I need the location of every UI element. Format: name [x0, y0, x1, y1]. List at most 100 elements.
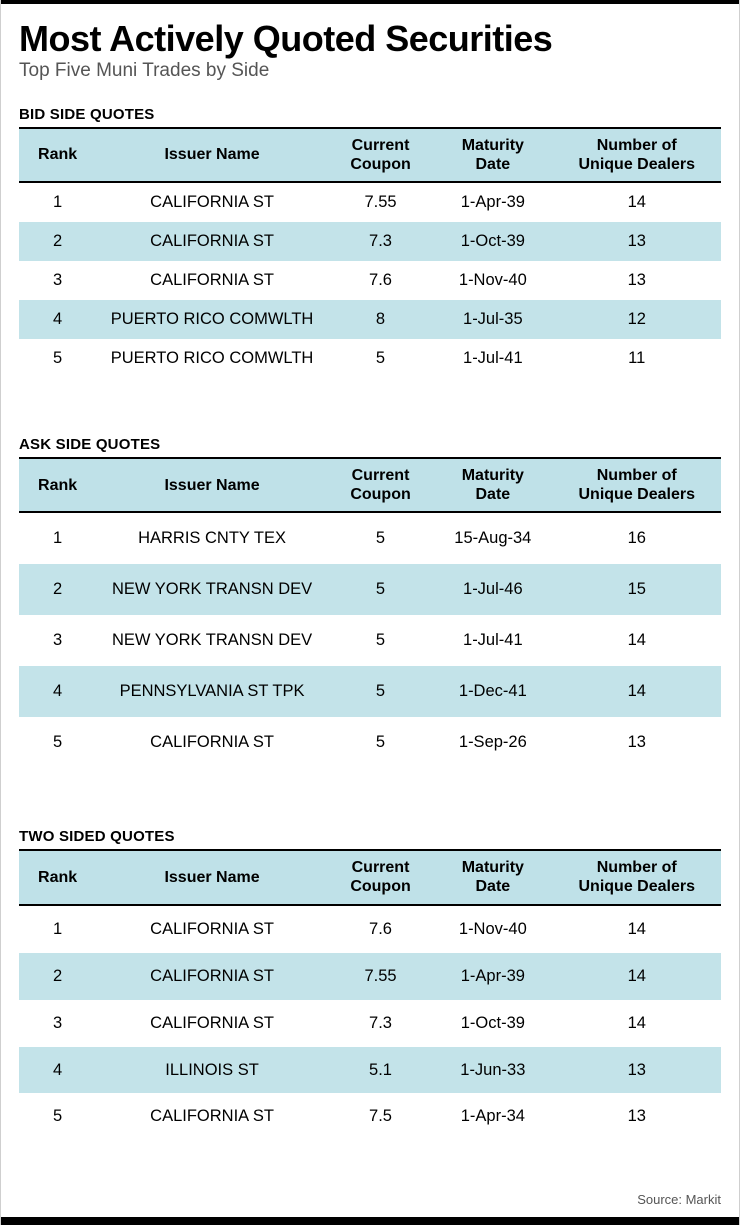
column-header-issuer: Issuer Name: [96, 849, 328, 906]
table-cell: 1-Jun-33: [460, 1060, 526, 1079]
header-row: Rank Issuer Name Current Coupon Maturity…: [19, 126, 721, 184]
table-cell: 1-Nov-40: [458, 271, 527, 290]
table-header: Rank Issuer Name Current Coupon Maturity…: [19, 457, 721, 514]
table-cell: 4: [53, 310, 63, 329]
table-cell: 14: [627, 682, 646, 701]
table-cell: 14: [627, 966, 646, 985]
table-cell: HARRIS CNTY TEX: [138, 529, 286, 548]
table-cell: CALIFORNIA ST: [150, 271, 274, 290]
table-cell: 8: [375, 310, 386, 329]
top-rule: [1, 0, 739, 4]
table-cell: 13: [627, 1107, 646, 1126]
table-cell: CALIFORNIA ST: [150, 919, 274, 938]
table-row: 3 NEW YORK TRANSN DEV 5 1-Jul-41 14: [19, 615, 721, 666]
table-row: 1 CALIFORNIA ST 7.6 1-Nov-40 14: [19, 905, 721, 953]
table-cell: 3: [53, 271, 63, 290]
page-title: Most Actively Quoted Securities: [19, 18, 553, 59]
table-cell: 1-Oct-39: [460, 1013, 525, 1032]
column-header-maturity: Maturity Date: [433, 126, 553, 184]
table-cell: CALIFORNIA ST: [150, 232, 274, 251]
table-cell: 5: [375, 349, 386, 368]
table-body: 1 CALIFORNIA ST 7.55 1-Apr-39 14 2 CALIFORNIA …: [19, 182, 721, 378]
column-header-rank: Rank: [19, 849, 97, 906]
table-cell: PUERTO RICO COMWLTH: [110, 310, 314, 329]
table-cell: 1-Jul-41: [463, 349, 523, 368]
table-cell: 12: [627, 310, 646, 329]
table-body: 1 CALIFORNIA ST 7.6 1-Nov-40 14 2 CALIFORNIA S…: [19, 905, 721, 1141]
column-header-coupon: Current Coupon: [327, 126, 434, 184]
header-row: Rank Issuer Name Current Coupon Maturity…: [19, 849, 721, 906]
table-cell: 1-Dec-41: [458, 682, 527, 701]
table-cell: 1: [53, 193, 63, 212]
table-cell: 15: [627, 580, 646, 599]
source-credit: Source: Markit: [637, 1192, 721, 1207]
table-cell: 1-Sep-26: [458, 733, 527, 752]
table-header: Rank Issuer Name Current Coupon Maturity…: [19, 849, 721, 906]
table-cell: 1-Apr-39: [460, 193, 525, 212]
table-row: 4 PUERTO RICO COMWLTH 8 1-Jul-35 12: [19, 300, 721, 340]
column-header-issuer: Issuer Name: [96, 457, 328, 514]
table-row: 1 HARRIS CNTY TEX 5 15-Aug-34 16: [19, 512, 721, 564]
table-row: 5 CALIFORNIA ST 7.5 1-Apr-34 13: [19, 1093, 721, 1140]
table-cell: 7.55: [364, 966, 397, 985]
table-cell: 14: [627, 631, 646, 650]
column-header-rank: Rank: [19, 457, 97, 514]
table-cell: NEW YORK TRANSN DEV: [111, 580, 313, 599]
table-cell: 1-Apr-39: [460, 966, 525, 985]
table-cell: PENNSYLVANIA ST TPK: [119, 682, 305, 701]
table-cell: PUERTO RICO COMWLTH: [110, 349, 314, 368]
table-cell: 7.3: [369, 1013, 392, 1032]
table-cell: CALIFORNIA ST: [150, 1013, 274, 1032]
table-cell: NEW YORK TRANSN DEV: [111, 631, 313, 650]
spacer: [19, 378, 721, 436]
table-row: 4 ILLINOIS ST 5.1 1-Jun-33 13: [19, 1046, 721, 1094]
table-row: 2 CALIFORNIA ST 7.55 1-Apr-39 14: [19, 952, 721, 1000]
table-cell: 5: [375, 580, 386, 599]
table-cell: CALIFORNIA ST: [150, 733, 274, 752]
table-cell: CALIFORNIA ST: [150, 193, 274, 212]
table-cell: 3: [53, 631, 63, 650]
table-cell: CALIFORNIA ST: [150, 1107, 274, 1126]
table-cell: 7.6: [369, 919, 392, 938]
table-cell: 5: [375, 733, 386, 752]
table-cell: CALIFORNIA ST: [150, 966, 274, 985]
column-header-dealers: Number of Unique Dealers: [552, 457, 721, 514]
table-cell: 2: [53, 966, 63, 985]
section-label-two-sided: TWO SIDED QUOTES: [19, 828, 175, 846]
table-cell: 5: [53, 733, 63, 752]
table-cell: 13: [627, 1060, 646, 1079]
header-row: Rank Issuer Name Current Coupon Maturity…: [19, 457, 721, 514]
table-header: Rank Issuer Name Current Coupon Maturity…: [19, 126, 721, 184]
ask-quotes-table: Rank Issuer Name Current Coupon Maturity…: [19, 457, 721, 768]
table-body: 1 HARRIS CNTY TEX 5 15-Aug-34 16 2 NEW YORK TR…: [19, 512, 721, 768]
bid-quotes-table: Rank Issuer Name Current Coupon Maturity…: [19, 126, 721, 378]
table-cell: 1-Jul-46: [463, 580, 523, 599]
table-cell: 7.3: [369, 232, 392, 251]
table-cell: 1: [53, 529, 63, 548]
table-cell: 5: [375, 529, 386, 548]
table-row: 4 PENNSYLVANIA ST TPK 5 1-Dec-41 14: [19, 666, 721, 718]
table-row: 5 PUERTO RICO COMWLTH 5 1-Jul-41 11: [19, 339, 721, 378]
table-cell: 13: [627, 733, 646, 752]
table-cell: 3: [53, 1013, 63, 1032]
section-label-bid: BID SIDE QUOTES: [19, 105, 155, 123]
table-cell: 7.6: [369, 271, 392, 290]
table-cell: 5: [375, 682, 386, 701]
table-row: 5 CALIFORNIA ST 5 1-Sep-26 13: [19, 717, 721, 768]
table-cell: 1-Oct-39: [460, 232, 525, 251]
column-header-maturity: Maturity Date: [433, 849, 553, 906]
table-cell: 5: [53, 349, 63, 368]
table-cell: 2: [53, 580, 63, 599]
table-cell: 15-Aug-34: [454, 529, 532, 548]
table-row: 3 CALIFORNIA ST 7.3 1-Oct-39 14: [19, 1000, 721, 1047]
table-cell: 11: [628, 349, 646, 368]
table-cell: 1-Apr-34: [460, 1107, 525, 1126]
table-row: 2 NEW YORK TRANSN DEV 5 1-Jul-46 15: [19, 564, 721, 616]
column-header-dealers: Number of Unique Dealers: [552, 126, 721, 184]
column-header-rank: Rank: [19, 126, 97, 184]
table-cell: 5: [375, 631, 386, 650]
spacer: [19, 768, 721, 828]
table-cell: 1-Jul-35: [463, 310, 523, 329]
table-cell: 4: [53, 1060, 63, 1079]
